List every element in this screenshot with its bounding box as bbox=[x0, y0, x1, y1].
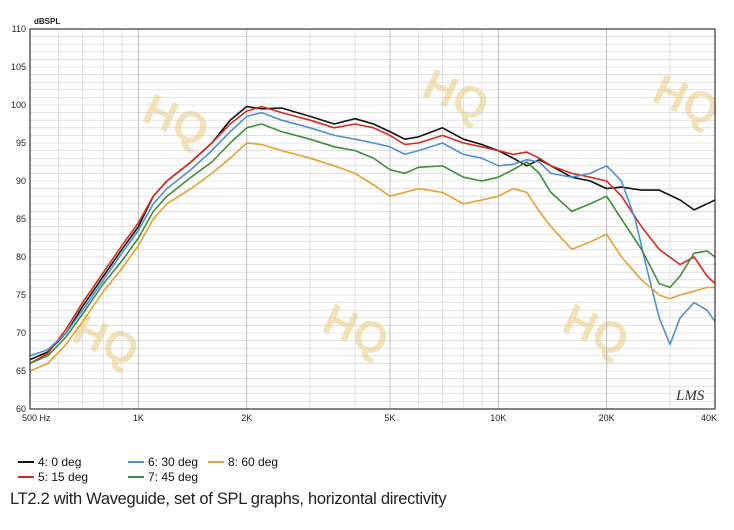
figure-caption: LT2.2 with Waveguide, set of SPL graphs,… bbox=[10, 490, 447, 508]
watermark-mark: HQ bbox=[556, 295, 637, 367]
y-unit-label: dBSPL bbox=[34, 17, 60, 26]
grid bbox=[30, 29, 715, 409]
x-axis: 500 Hz 1K 2K 5K 10K 20K 40K bbox=[22, 413, 717, 423]
y-tick-label: 65 bbox=[16, 366, 26, 376]
legend: 4: 0 deg 6: 30 deg 8: 60 deg 5: 15 deg 7: 45… bbox=[18, 455, 278, 484]
legend-label: 4: 0 deg bbox=[38, 455, 81, 469]
watermark-mark: HQ bbox=[646, 65, 727, 137]
x-tick-label: 1K bbox=[133, 413, 144, 423]
y-tick-label: 70 bbox=[16, 328, 26, 338]
y-axis: 60 65 70 75 80 85 90 95 100 105 110 bbox=[11, 24, 26, 414]
watermark-mark: HQ bbox=[416, 60, 497, 132]
series-line-2 bbox=[29, 105, 716, 365]
x-tick-label: 10K bbox=[490, 413, 506, 423]
y-tick-label: 100 bbox=[11, 100, 26, 110]
watermark-mark: HQ bbox=[316, 295, 397, 367]
series-line-3 bbox=[29, 111, 716, 357]
y-tick-label: 60 bbox=[16, 404, 26, 414]
y-tick-label: 105 bbox=[11, 62, 26, 72]
legend-label: 5: 15 deg bbox=[38, 470, 88, 484]
plot-frame bbox=[29, 28, 716, 410]
x-tick-label: 500 Hz bbox=[22, 413, 51, 423]
series-layer bbox=[29, 105, 716, 372]
x-tick-label: 5K bbox=[384, 413, 395, 423]
y-tick-label: 75 bbox=[16, 290, 26, 300]
series-line-4 bbox=[29, 123, 716, 365]
watermark-mark: HQ bbox=[136, 85, 217, 157]
x-tick-label: 40K bbox=[701, 413, 717, 423]
brand-mark: LMS bbox=[675, 388, 705, 404]
y-tick-label: 110 bbox=[12, 24, 26, 34]
legend-label: 6: 30 deg bbox=[148, 455, 198, 469]
series-line-5 bbox=[29, 142, 715, 372]
y-tick-label: 80 bbox=[16, 252, 26, 262]
y-tick-label: 90 bbox=[16, 176, 26, 186]
y-tick-label: 95 bbox=[16, 138, 26, 148]
y-tick-label: 85 bbox=[16, 214, 26, 224]
legend-label: 8: 60 deg bbox=[228, 455, 278, 469]
x-tick-label: 2K bbox=[241, 413, 252, 423]
x-tick-label: 20K bbox=[599, 413, 615, 423]
legend-label: 7: 45 deg bbox=[148, 470, 198, 484]
